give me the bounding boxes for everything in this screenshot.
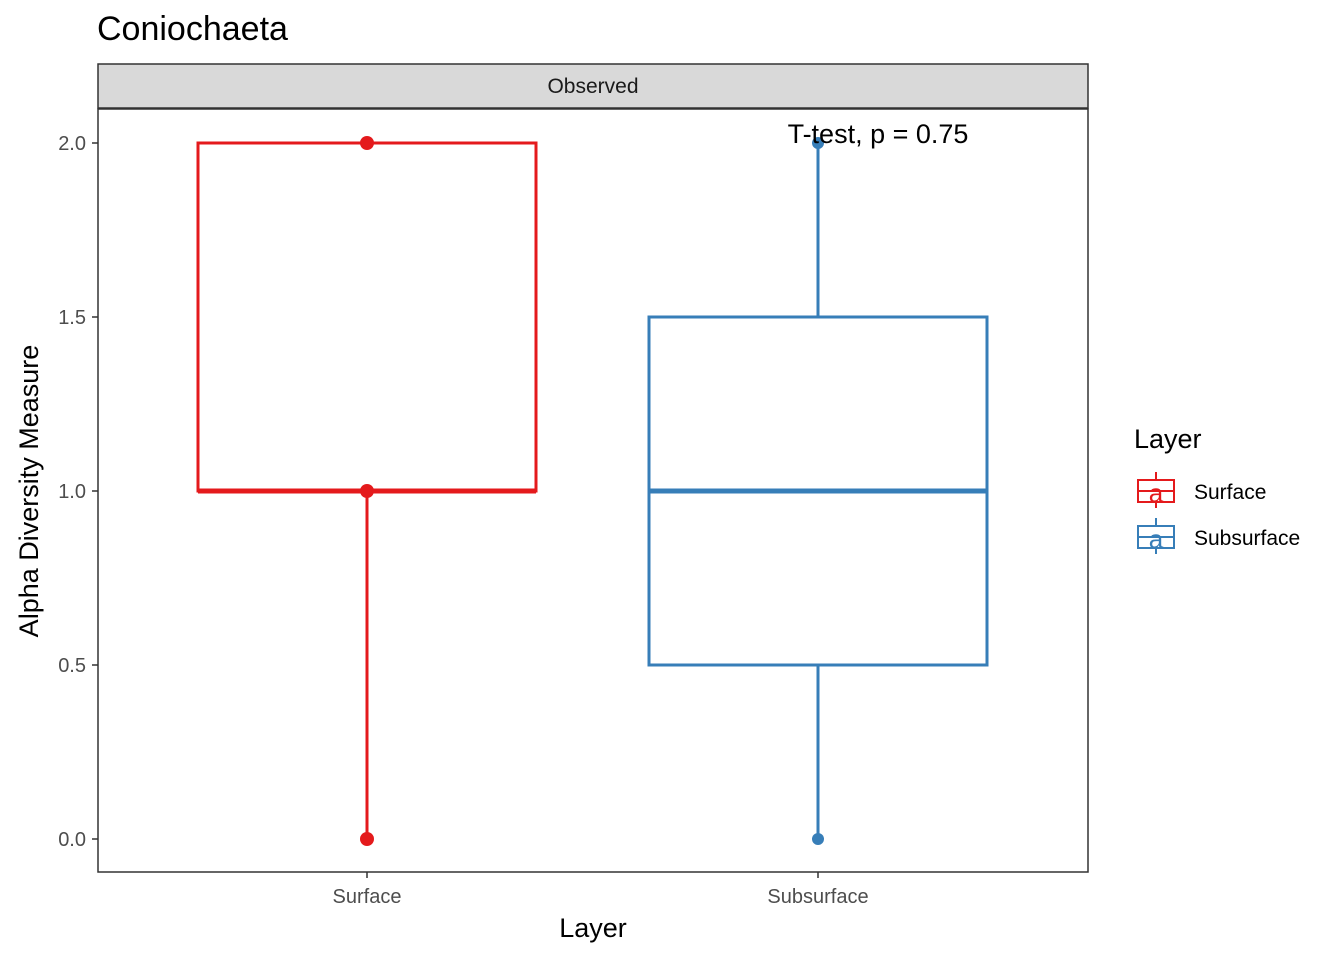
y-tick-label: 0.0 bbox=[58, 829, 86, 851]
box-subsurface bbox=[647, 137, 989, 845]
legend-title: Layer bbox=[1134, 424, 1202, 454]
data-point bbox=[360, 832, 374, 846]
y-tick-label: 1.0 bbox=[58, 481, 86, 503]
legend-entry-surface: a Surface bbox=[1137, 472, 1266, 508]
legend-key-letter: a bbox=[1149, 524, 1164, 554]
legend-key-letter: a bbox=[1149, 478, 1164, 508]
x-tick-label: Surface bbox=[333, 886, 402, 908]
legend-label: Subsurface bbox=[1194, 527, 1300, 550]
facet-strip bbox=[97, 63, 1089, 109]
y-tick-label: 1.5 bbox=[58, 307, 86, 329]
data-point bbox=[360, 136, 374, 150]
x-tick-label: Subsurface bbox=[767, 886, 868, 908]
box-surface bbox=[196, 136, 538, 846]
x-axis: Surface Subsurface bbox=[333, 872, 869, 908]
y-tick-label: 2.0 bbox=[58, 133, 86, 155]
facet-label: Observed bbox=[547, 75, 638, 98]
legend-entry-subsurface: a Subsurface bbox=[1137, 518, 1300, 554]
y-axis-title: Alpha Diversity Measure bbox=[14, 345, 44, 638]
y-axis: 0.0 0.5 1.0 1.5 2.0 bbox=[58, 133, 98, 851]
t-test-annotation: T-test, p = 0.75 bbox=[788, 119, 969, 149]
data-point bbox=[360, 484, 374, 498]
data-point bbox=[812, 137, 824, 149]
x-axis-title: Layer bbox=[559, 913, 627, 943]
legend: Layer a Surface a Subsurface bbox=[1134, 424, 1300, 554]
chart-title: Coniochaeta bbox=[97, 10, 288, 48]
boxplots bbox=[196, 136, 989, 846]
y-tick-label: 0.5 bbox=[58, 655, 86, 677]
legend-label: Surface bbox=[1194, 481, 1266, 504]
data-point bbox=[812, 833, 824, 845]
